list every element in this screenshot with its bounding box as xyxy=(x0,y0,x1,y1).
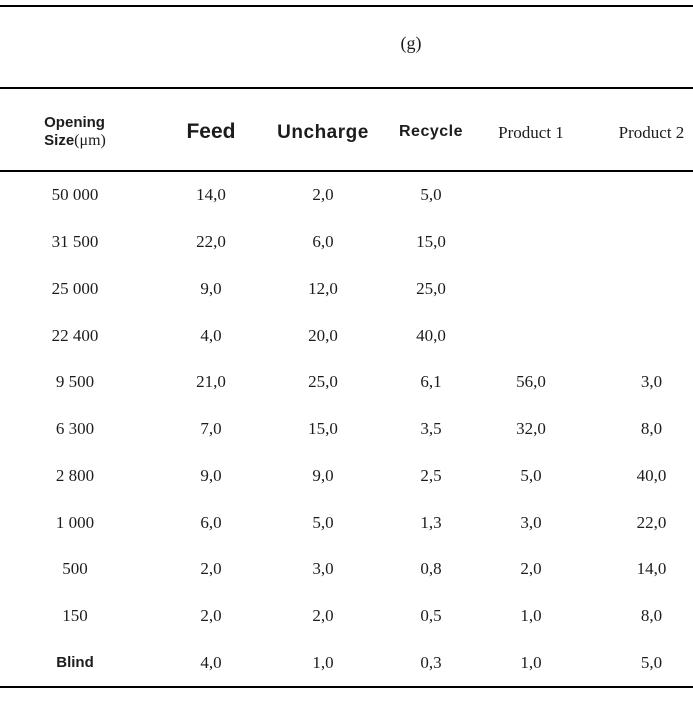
table-row: 31 500 22,0 6,0 15,0 xyxy=(0,219,693,266)
cell-recycle: 3,5 xyxy=(420,419,442,439)
cell-product1: 2,0 xyxy=(520,559,542,579)
cell-feed: 22,0 xyxy=(196,232,226,252)
cell-recycle: 15,0 xyxy=(416,232,446,252)
cell-recycle: 0,3 xyxy=(420,652,442,672)
cell-feed: 4,0 xyxy=(200,652,222,672)
header-top-rule xyxy=(0,87,693,89)
col-header-product1: Product 1 xyxy=(498,122,564,142)
table-caption: (g) xyxy=(400,33,422,53)
cell-uncharge: 6,0 xyxy=(312,232,334,252)
table-row: 6 300 7,0 15,0 3,5 32,0 8,0 xyxy=(0,406,693,453)
cell-opening-size: 500 xyxy=(62,559,88,579)
table-row: 25 000 9,0 12,0 25,0 xyxy=(0,265,693,312)
table-body: 50 000 14,0 2,0 5,0 31 500 22,0 6,0 15,0… xyxy=(0,172,693,686)
cell-feed: 2,0 xyxy=(200,605,222,625)
cell-product1: 32,0 xyxy=(516,419,546,439)
size-unit: (μm) xyxy=(74,131,106,149)
cell-uncharge: 2,0 xyxy=(312,605,334,625)
cell-feed: 7,0 xyxy=(200,419,222,439)
cell-feed: 4,0 xyxy=(200,325,222,345)
cell-uncharge: 1,0 xyxy=(312,652,334,672)
cell-recycle: 1,3 xyxy=(420,512,442,532)
cell-product1: 3,0 xyxy=(520,512,542,532)
cell-feed: 14,0 xyxy=(196,185,226,205)
cell-uncharge: 20,0 xyxy=(308,325,338,345)
cell-opening-size: Blind xyxy=(56,654,94,672)
col-header-uncharge: Uncharge xyxy=(277,121,369,143)
cell-opening-size: 150 xyxy=(62,605,88,625)
cell-opening-size: 2 800 xyxy=(55,465,95,485)
cell-uncharge: 25,0 xyxy=(308,372,338,392)
cell-recycle: 5,0 xyxy=(420,185,442,205)
col-header-opening-size: Opening Size(μm) xyxy=(0,108,150,151)
cell-recycle: 0,5 xyxy=(420,605,442,625)
top-rule xyxy=(0,5,693,7)
cell-product2: 40,0 xyxy=(636,465,667,485)
table-header-row: Opening Size(μm) Feed Uncharge Recycle Pr… xyxy=(0,89,693,170)
cell-recycle: 6,1 xyxy=(420,372,442,392)
cell-product2: 3,0 xyxy=(640,372,663,392)
cell-opening-size: 25 000 xyxy=(51,278,99,298)
cell-product2: 8,0 xyxy=(640,419,663,439)
cell-opening-size: 22 400 xyxy=(51,325,99,345)
cell-uncharge: 2,0 xyxy=(312,185,334,205)
cell-product1: 1,0 xyxy=(520,652,542,672)
cell-feed: 9,0 xyxy=(200,465,222,485)
cell-feed: 21,0 xyxy=(196,372,226,392)
cell-product2: 5,0 xyxy=(640,652,663,672)
table-row: 2 800 9,0 9,0 2,5 5,0 40,0 xyxy=(0,452,693,499)
size-line: Size xyxy=(44,131,75,149)
table-row: Blind 4,0 1,0 0,3 1,0 5,0 xyxy=(0,639,693,686)
cell-product2: 14,0 xyxy=(636,559,667,579)
cell-uncharge: 5,0 xyxy=(312,512,334,532)
opening-size-label: Opening Size(μm) xyxy=(44,114,106,151)
col-header-feed: Feed xyxy=(186,120,236,144)
cell-opening-size: 6 300 xyxy=(55,419,95,439)
col-header-product2: Product 2 xyxy=(618,122,685,142)
cell-uncharge: 12,0 xyxy=(308,278,338,298)
cell-feed: 9,0 xyxy=(200,278,222,298)
table-row: 150 2,0 2,0 0,5 1,0 8,0 xyxy=(0,593,693,640)
cell-product1: 56,0 xyxy=(516,372,546,392)
cell-opening-size: 50 000 xyxy=(51,185,99,205)
table-row: 500 2,0 3,0 0,8 2,0 14,0 xyxy=(0,546,693,593)
cell-recycle: 25,0 xyxy=(416,278,446,298)
opening-line: Opening xyxy=(44,114,105,132)
bottom-rule xyxy=(0,686,693,688)
table-row: 9 500 21,0 25,0 6,1 56,0 3,0 xyxy=(0,359,693,406)
cell-product2: 22,0 xyxy=(636,512,667,532)
cell-feed: 6,0 xyxy=(200,512,222,532)
cell-product2: 8,0 xyxy=(640,605,663,625)
cell-product1: 1,0 xyxy=(520,605,542,625)
table-row: 50 000 14,0 2,0 5,0 xyxy=(0,172,693,219)
header-bottom-rule xyxy=(0,170,693,172)
cell-uncharge: 15,0 xyxy=(308,419,338,439)
table-row: 22 400 4,0 20,0 40,0 xyxy=(0,312,693,359)
cell-recycle: 0,8 xyxy=(420,559,442,579)
cell-opening-size: 31 500 xyxy=(51,232,99,252)
cell-product1: 5,0 xyxy=(520,465,542,485)
table-row: 1 000 6,0 5,0 1,3 3,0 22,0 xyxy=(0,499,693,546)
cell-opening-size: 9 500 xyxy=(55,372,95,392)
cell-recycle: 2,5 xyxy=(420,465,442,485)
col-header-recycle: Recycle xyxy=(399,123,463,141)
cell-opening-size: 1 000 xyxy=(55,512,95,532)
cell-feed: 2,0 xyxy=(200,559,222,579)
cell-recycle: 40,0 xyxy=(416,325,446,345)
cell-uncharge: 9,0 xyxy=(312,465,334,485)
cell-uncharge: 3,0 xyxy=(312,559,334,579)
